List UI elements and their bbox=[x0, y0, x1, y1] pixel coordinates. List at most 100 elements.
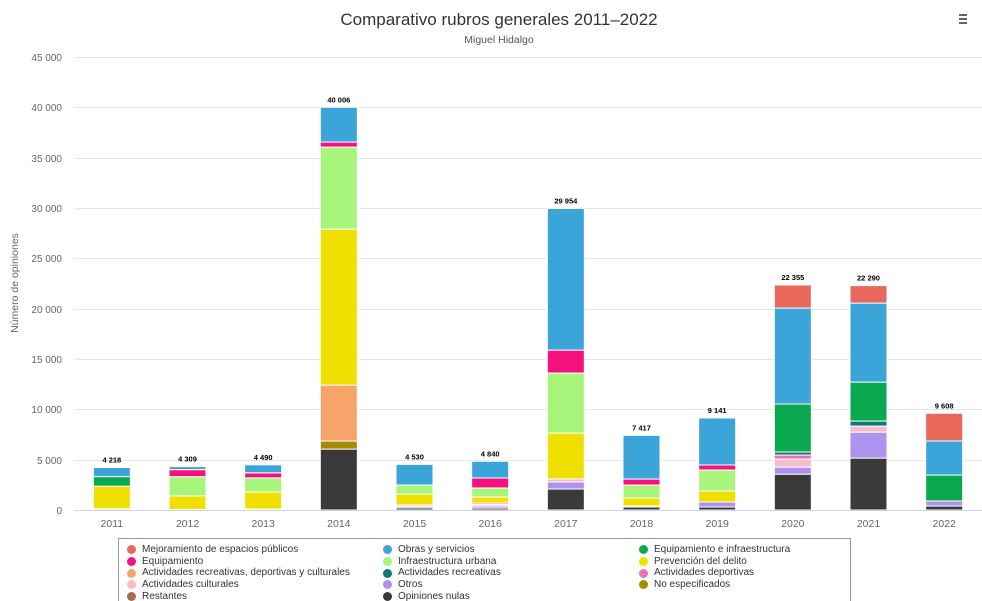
bar-2015-obras-y-servicios bbox=[395, 463, 434, 486]
bar-2020-opiniones-nulas bbox=[773, 473, 812, 511]
menu-icon-bar bbox=[959, 14, 967, 16]
legend-marker bbox=[127, 557, 136, 567]
legend-marker bbox=[383, 557, 392, 567]
x-tick-label-2012: 2012 bbox=[176, 518, 200, 530]
legend-label: Actividades culturales bbox=[142, 579, 239, 591]
legend-item-mejoramiento-de-espacios-publicos[interactable]: Mejoramiento de espacios públicos bbox=[127, 544, 383, 556]
legend-marker bbox=[383, 580, 392, 590]
bar-2014-opiniones-nulas bbox=[319, 448, 358, 511]
menu-icon-bar bbox=[959, 18, 967, 20]
legend-item-actividades-deportivas[interactable]: Actividades deportivas bbox=[639, 567, 849, 579]
x-tick-label-2019: 2019 bbox=[705, 518, 729, 530]
legend-item-infraestructura-urbana[interactable]: Infraestructura urbana bbox=[383, 556, 639, 568]
x-tick-label-2013: 2013 bbox=[251, 518, 275, 530]
legend-label: Actividades recreativas, deportivas y cu… bbox=[142, 567, 350, 579]
y-tick-label: 30 000 bbox=[31, 204, 62, 215]
bar-2021-actividades-recreativas bbox=[849, 420, 888, 427]
bar-2014-infraestructura-urbana bbox=[319, 146, 358, 230]
bar-2019-otros bbox=[698, 501, 737, 508]
stack-total-label-2017: 29 954 bbox=[554, 196, 578, 205]
bar-2012-equipamiento bbox=[168, 469, 207, 478]
bar-2013-prevencion-del-delito bbox=[244, 491, 283, 510]
legend-label: Obras y servicios bbox=[398, 544, 475, 555]
y-tick-label: 15 000 bbox=[31, 355, 62, 366]
legend-marker bbox=[127, 568, 136, 578]
x-tick-label-2021: 2021 bbox=[857, 518, 881, 530]
bar-2016-obras-y-servicios bbox=[471, 460, 510, 479]
stack-total-label-2018: 7 417 bbox=[632, 423, 651, 432]
x-tick-label-2022: 2022 bbox=[932, 518, 956, 530]
legend-marker bbox=[127, 580, 136, 590]
bar-2019-equipamiento bbox=[698, 464, 737, 471]
legend-item-equipamiento-e-infraestructura[interactable]: Equipamiento e infraestructura bbox=[639, 544, 849, 556]
legend-marker bbox=[383, 568, 392, 578]
legend-marker bbox=[639, 568, 648, 578]
bar-2018-equipamiento bbox=[622, 478, 661, 486]
bar-2017-otros bbox=[546, 481, 585, 490]
y-tick-label: 40 000 bbox=[31, 103, 62, 114]
bar-2020-otros bbox=[773, 466, 812, 475]
x-tick-label-2017: 2017 bbox=[554, 518, 578, 530]
legend-item-prevencion-del-delito[interactable]: Prevención del delito bbox=[639, 556, 849, 568]
bar-2011-equipamiento-e-infraestructura bbox=[92, 476, 131, 487]
bar-stacks bbox=[92, 106, 964, 511]
bar-2021-obras-y-servicios bbox=[849, 302, 888, 383]
x-tick-label-2018: 2018 bbox=[630, 518, 654, 530]
bar-2019-prevencion-del-delito bbox=[698, 490, 737, 503]
legend-label: Equipamiento bbox=[142, 555, 204, 567]
bar-2018-infraestructura-urbana bbox=[622, 484, 661, 499]
bar-2020-equipamiento-e-infraestructura bbox=[773, 403, 812, 453]
bar-2012-infraestructura-urbana bbox=[168, 476, 207, 497]
y-tick-label: 45 000 bbox=[31, 53, 62, 64]
bar-2015-infraestructura-urbana bbox=[395, 484, 434, 495]
bar-2019-obras-y-servicios bbox=[698, 417, 737, 466]
legend-marker bbox=[383, 592, 392, 601]
bar-2017-equipamiento bbox=[546, 349, 585, 374]
legend: Mejoramiento de espacios públicos Obras y… bbox=[118, 538, 851, 601]
stack-total-label-2012: 4 309 bbox=[178, 455, 197, 464]
bar-2017-obras-y-servicios bbox=[546, 207, 585, 351]
chart-subtitle: Miguel Hidalgo bbox=[464, 34, 534, 46]
bar-2022-equipamiento-e-infraestructura bbox=[925, 474, 964, 502]
legend-item-no-especificados[interactable]: No especificados bbox=[639, 579, 849, 591]
legend-item-equipamiento[interactable]: Equipamiento bbox=[127, 556, 383, 568]
legend-label: Actividades deportivas bbox=[654, 567, 755, 579]
legend-marker bbox=[383, 545, 392, 555]
bar-2014-no-especificados bbox=[319, 440, 358, 450]
bar-2013-obras-y-servicios bbox=[244, 464, 283, 474]
legend-label: Prevención del delito bbox=[654, 555, 747, 567]
bar-2020-mejoramiento-de-espacios-publicos bbox=[773, 284, 812, 309]
chart-title: Comparativo rubros generales 2011–2022 bbox=[340, 10, 657, 29]
stack-total-label-2016: 4 840 bbox=[481, 449, 500, 458]
bar-2022-obras-y-servicios bbox=[925, 440, 964, 476]
bar-2021-actividades-culturales bbox=[849, 425, 888, 433]
bar-2022-opiniones-nulas bbox=[925, 505, 964, 511]
bar-2014-prevencion-del-delito bbox=[319, 228, 358, 386]
legend-marker bbox=[639, 580, 648, 590]
legend-label: Restantes bbox=[142, 590, 188, 601]
bar-2014-equipamiento bbox=[319, 141, 358, 148]
bar-2021-equipamiento-e-infraestructura bbox=[849, 381, 888, 422]
y-tick-label: 25 000 bbox=[31, 254, 62, 265]
legend-item-otros[interactable]: Otros bbox=[383, 579, 639, 591]
bar-2017-prevencion-del-delito bbox=[546, 432, 585, 480]
bar-2017-infraestructura-urbana bbox=[546, 372, 585, 434]
legend-item-opiniones-nulas[interactable]: Opiniones nulas bbox=[383, 591, 639, 601]
menu-icon[interactable] bbox=[956, 11, 970, 25]
legend-item-actividades-recreativas-deportivas-y-culturales[interactable]: Actividades recreativas, deportivas y cu… bbox=[127, 567, 383, 579]
y-axis-title: Número de opiniones bbox=[9, 233, 21, 333]
legend-label: No especificados bbox=[654, 579, 731, 591]
x-tick-label-2011: 2011 bbox=[101, 518, 124, 530]
legend-item-actividades-culturales[interactable]: Actividades culturales bbox=[127, 579, 383, 591]
legend-item-actividades-recreativas[interactable]: Actividades recreativas bbox=[383, 567, 639, 579]
legend-item-restantes[interactable]: Restantes bbox=[127, 591, 383, 601]
menu-icon-bar bbox=[959, 22, 967, 24]
legend-item-obras-y-servicios[interactable]: Obras y servicios bbox=[383, 544, 639, 556]
bar-2012-obras-y-servicios bbox=[168, 466, 207, 471]
y-tick-label: 0 bbox=[56, 506, 62, 517]
stack-total-label-2020: 22 355 bbox=[781, 273, 804, 282]
bar-2012-prevencion-del-delito bbox=[168, 495, 207, 510]
bar-2018-prevencion-del-delito bbox=[622, 497, 661, 507]
bar-2022-otros bbox=[925, 500, 964, 507]
